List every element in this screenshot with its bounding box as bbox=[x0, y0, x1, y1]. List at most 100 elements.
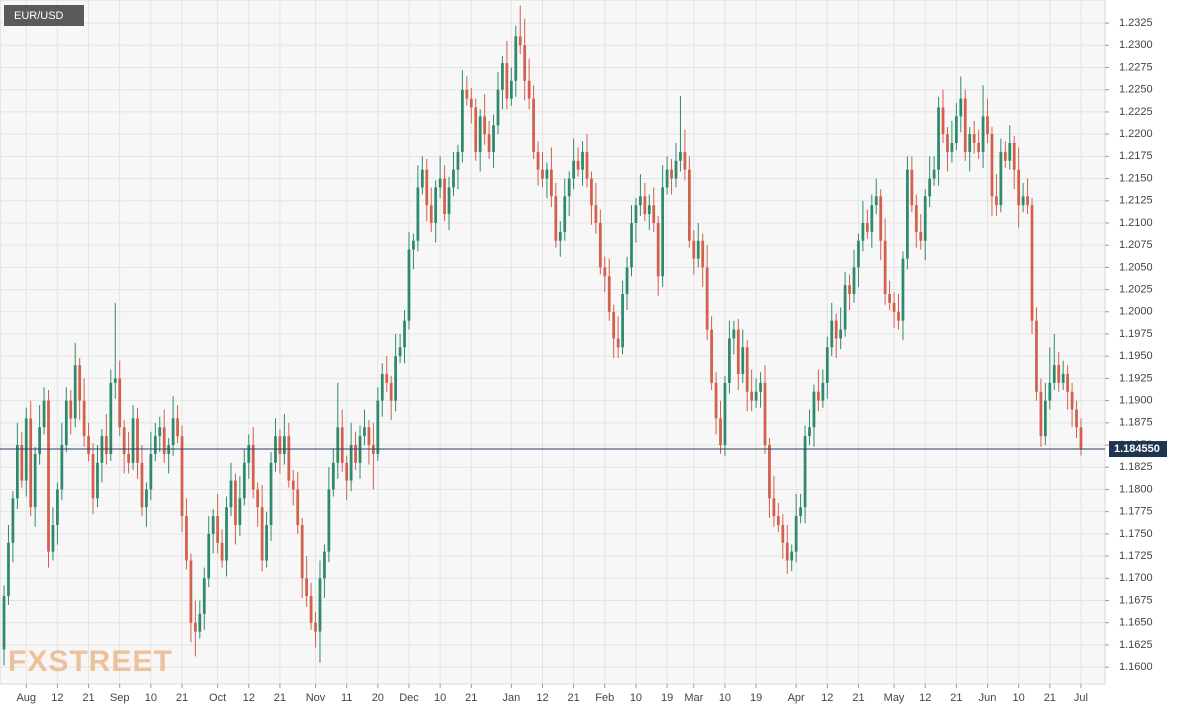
candle-body bbox=[865, 222, 869, 232]
candle-body bbox=[705, 267, 709, 330]
y-tick-label: 1.1600 bbox=[1119, 661, 1153, 673]
x-tick-label: 21 bbox=[465, 692, 477, 704]
candle-body bbox=[260, 507, 264, 561]
y-tick-label: 1.1675 bbox=[1119, 594, 1153, 606]
candle-body bbox=[643, 196, 647, 215]
x-tick-label: Aug bbox=[16, 692, 36, 704]
candle-body bbox=[180, 436, 184, 517]
candle-body bbox=[999, 151, 1003, 206]
candle-body bbox=[825, 347, 829, 383]
candle-body bbox=[1075, 409, 1078, 428]
y-tick-label: 1.2300 bbox=[1119, 39, 1153, 51]
x-tick-label: 21 bbox=[950, 692, 962, 704]
candle-body bbox=[1052, 365, 1056, 383]
x-tick-label: 21 bbox=[176, 692, 188, 704]
candle-body bbox=[492, 125, 495, 152]
symbol: EUR/USD bbox=[14, 10, 64, 22]
candle-body bbox=[834, 320, 838, 339]
candle-body bbox=[247, 445, 251, 463]
candle-body bbox=[136, 418, 139, 463]
x-tick-label: 21 bbox=[1044, 692, 1056, 704]
candle-body bbox=[696, 240, 700, 259]
candle-body bbox=[701, 240, 705, 268]
x-tick-label: 12 bbox=[536, 692, 548, 704]
candle-body bbox=[661, 187, 665, 277]
candle-body bbox=[91, 453, 95, 499]
candle-body bbox=[995, 196, 998, 206]
candle-body bbox=[478, 116, 482, 152]
x-tick-label: Jan bbox=[502, 692, 520, 704]
candle-body bbox=[941, 107, 945, 135]
candle-body bbox=[300, 524, 304, 579]
candle-body bbox=[394, 356, 398, 401]
candle-body bbox=[621, 294, 624, 348]
candle-body bbox=[928, 178, 932, 197]
candle-body bbox=[736, 329, 740, 374]
candle-body bbox=[434, 187, 438, 223]
candle-body bbox=[523, 45, 527, 81]
candle-body bbox=[38, 427, 41, 454]
candle-body bbox=[398, 347, 402, 357]
candle-body bbox=[1061, 373, 1065, 383]
candle-body bbox=[443, 178, 446, 215]
x-tick-label: Apr bbox=[788, 692, 805, 704]
candle-body bbox=[291, 480, 295, 490]
candle-body bbox=[723, 382, 727, 446]
candle-body bbox=[812, 391, 816, 428]
candle-body bbox=[318, 578, 322, 632]
y-tick-label: 1.1700 bbox=[1119, 572, 1153, 584]
candle-body bbox=[11, 498, 15, 543]
candle-body bbox=[140, 462, 144, 508]
y-tick-label: 1.2175 bbox=[1119, 150, 1153, 162]
candle-body bbox=[305, 578, 309, 597]
candle-body bbox=[607, 276, 611, 312]
candle-body bbox=[616, 338, 620, 348]
candle-body bbox=[162, 427, 166, 454]
y-tick-label: 1.2000 bbox=[1119, 306, 1153, 318]
x-tick-label: 19 bbox=[750, 692, 762, 704]
candle-body bbox=[1048, 382, 1052, 401]
candle-body bbox=[634, 205, 638, 223]
candle-body bbox=[211, 516, 215, 534]
candle-body bbox=[603, 267, 607, 277]
candle-body bbox=[977, 143, 980, 152]
x-tick-label: Mar bbox=[684, 692, 703, 704]
candle-body bbox=[687, 169, 691, 241]
candle-body bbox=[309, 596, 313, 623]
candle-body bbox=[612, 311, 616, 339]
y-tick-label: 1.1725 bbox=[1119, 550, 1153, 562]
x-tick-label: 10 bbox=[630, 692, 642, 704]
candle-body bbox=[732, 329, 736, 339]
candle-body bbox=[47, 400, 50, 552]
y-tick-label: 1.1900 bbox=[1119, 395, 1153, 407]
candle-body bbox=[950, 143, 954, 152]
candle-body bbox=[189, 560, 193, 623]
candle-body bbox=[452, 169, 455, 188]
candle-body bbox=[857, 240, 860, 268]
x-tick-label: Jul bbox=[1074, 692, 1088, 704]
y-tick-label: 1.2275 bbox=[1119, 61, 1153, 73]
candle-body bbox=[794, 516, 798, 552]
candle-body bbox=[327, 489, 331, 552]
candle-body bbox=[652, 205, 656, 223]
candle-body bbox=[363, 427, 366, 437]
candle-body bbox=[509, 80, 513, 99]
y-tick-label: 1.2325 bbox=[1119, 17, 1153, 29]
candle-body bbox=[754, 391, 758, 401]
candle-body bbox=[158, 427, 162, 437]
y-tick-label: 1.1975 bbox=[1119, 328, 1153, 340]
candle-body bbox=[56, 489, 59, 525]
candle-body bbox=[679, 151, 682, 161]
candle-body bbox=[278, 436, 282, 454]
candle-body bbox=[541, 169, 544, 179]
candle-body bbox=[345, 462, 349, 481]
candle-body bbox=[73, 365, 77, 419]
candle-body bbox=[745, 347, 749, 392]
candle-body bbox=[238, 498, 242, 525]
candle-body bbox=[937, 107, 940, 170]
candle-body bbox=[15, 445, 19, 499]
candle-body bbox=[879, 196, 883, 241]
candle-body bbox=[407, 249, 411, 321]
candle-body bbox=[501, 63, 504, 90]
